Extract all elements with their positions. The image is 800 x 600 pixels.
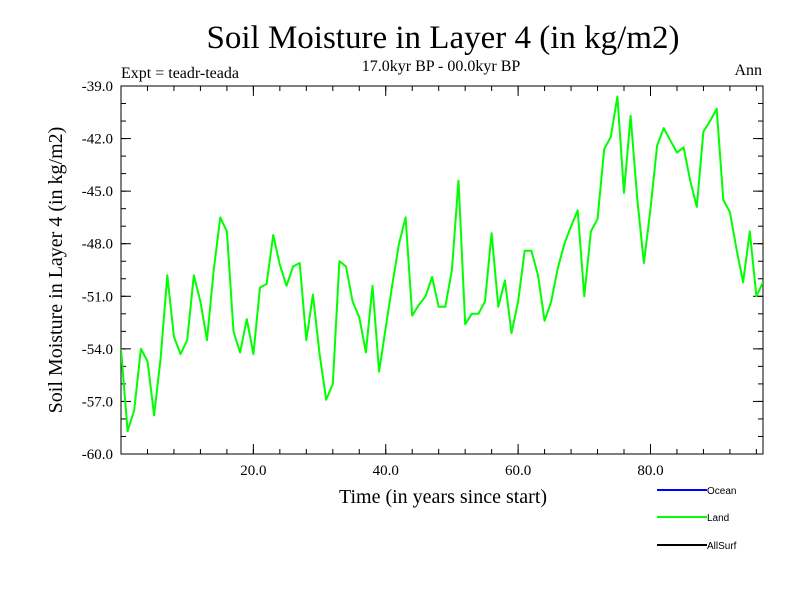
legend-label-allsurf: AllSurf: [707, 541, 737, 552]
x-tick-label: 60.0: [505, 463, 531, 479]
x-tick-label: 40.0: [373, 463, 399, 479]
y-tick-label: -42.0: [82, 132, 113, 148]
y-tick-label: -60.0: [82, 447, 113, 463]
y-tick-label: -48.0: [82, 237, 113, 253]
legend: Ocean Land AllSurf: [657, 486, 737, 552]
y-tick-label: -54.0: [82, 342, 113, 358]
y-tick-label: -57.0: [82, 394, 113, 410]
series-line-land: [121, 95, 763, 433]
data-series: [121, 95, 763, 433]
plot-frame: [120, 85, 764, 455]
x-tick-label: 20.0: [240, 463, 266, 479]
chart-title: Soil Moisture in Layer 4 (in kg/m2): [207, 20, 680, 56]
x-tick-label: 80.0: [637, 463, 663, 479]
y-tick-label: -39.0: [82, 79, 113, 95]
y-tick-label: -45.0: [82, 184, 113, 200]
season-label: Ann: [734, 62, 762, 79]
y-axis-label: Soil Moisture in Layer 4 (in kg/m2): [45, 127, 67, 414]
chart-subtitle: 17.0kyr BP - 00.0kyr BP: [362, 58, 521, 75]
y-axis: -60.0 -57.0 -54.0 -51.0 -48.0 -45.0 -42.0 -39.0: [82, 79, 763, 463]
legend-label-land: Land: [707, 513, 729, 524]
legend-label-ocean: Ocean: [707, 486, 736, 497]
experiment-label: Expt = teadr-teada: [121, 65, 239, 82]
x-axis: 20.0 40.0 60.0 80.0: [240, 86, 664, 479]
x-axis-label: Time (in years since start): [339, 486, 547, 508]
y-tick-label: -51.0: [82, 289, 113, 305]
minor-ticks: [120, 85, 763, 455]
